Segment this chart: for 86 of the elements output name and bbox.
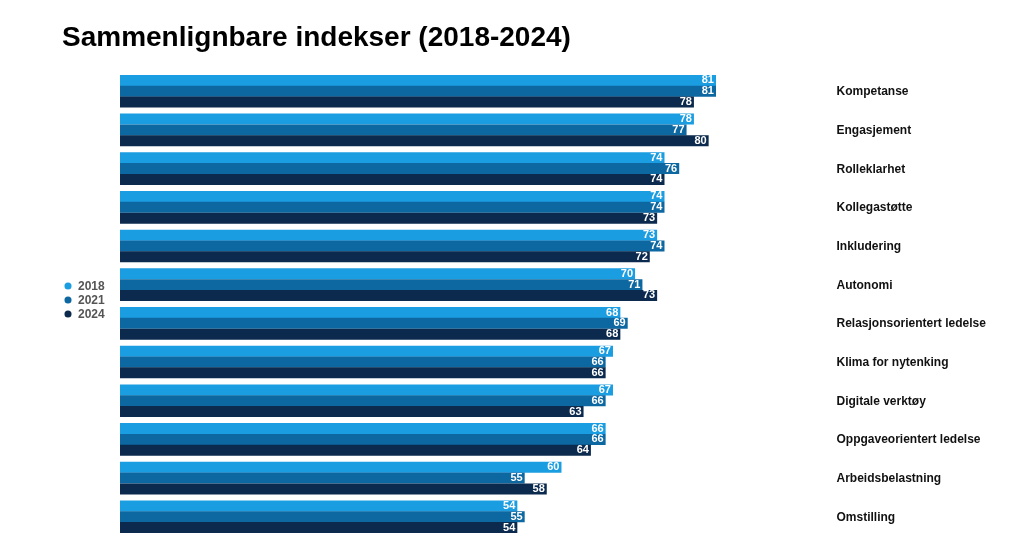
bar [120,423,606,435]
bar [120,74,716,86]
data-label: 72 [635,249,648,262]
y-tick-label: Kompetanse [836,84,909,99]
bar [120,152,665,164]
bar [120,511,525,523]
bar [120,240,665,252]
y-tick-label: Autonomi [836,277,893,292]
y-tick-label: Engasjement [836,122,912,137]
data-label: 54 [503,498,517,511]
y-tick-label: Rolleklarhet [836,161,906,176]
bar [120,173,665,185]
bar [120,483,547,495]
bar [120,500,518,512]
data-label: 73 [642,228,656,241]
bar [120,461,562,473]
data-label: 70 [620,266,634,279]
data-label: 68 [606,305,619,318]
bar [120,113,694,125]
bar [120,190,665,202]
data-label: 73 [642,211,656,224]
data-label: 78 [679,112,692,125]
bar [120,367,606,379]
data-label: 81 [701,84,714,97]
y-tick-label: Inkludering [836,238,902,253]
y-tick-label: Digitale verktøy [836,393,927,408]
data-label: 66 [591,432,604,445]
legend-label: 2024 [78,307,106,321]
bar [120,433,606,445]
bar [120,279,643,291]
data-label: 73 [642,288,656,301]
legend-label: 2018 [78,279,106,293]
data-label: 74 [650,238,664,251]
data-label: 68 [606,327,619,340]
data-label: 64 [576,443,590,456]
y-tick-label: Omstilling [836,509,896,524]
data-label: 63 [569,404,582,417]
data-label: 74 [650,172,664,185]
data-label: 67 [598,382,611,395]
bar [120,384,613,396]
data-label: 81 [701,73,714,86]
bar [120,317,628,329]
y-tick-label: Arbeidsbelastning [836,471,942,486]
legend-label: 2021 [78,293,106,307]
bar [120,251,650,263]
chart-title: Sammenlignbare indekser (2018-2024) [62,21,571,53]
data-label: 71 [628,277,641,290]
bar [120,96,694,108]
bar [120,307,621,319]
data-label: 66 [591,355,604,368]
data-label: 54 [503,520,517,533]
bar [120,444,591,456]
data-label: 66 [591,421,604,434]
y-tick-label: Oppgaveorientert ledelse [836,432,981,447]
data-label: 80 [694,133,707,146]
bar [120,289,658,301]
bar [120,406,584,418]
data-label: 78 [679,95,692,108]
data-label: 74 [650,150,664,163]
data-label: 66 [591,393,604,406]
bar [120,395,606,407]
data-label: 55 [510,471,523,484]
bar [120,212,658,224]
data-label: 77 [672,122,685,135]
bar [120,135,709,147]
data-label: 55 [510,509,523,522]
bar [120,201,665,213]
y-tick-label: Kollegastøtte [836,200,913,215]
data-label: 58 [532,481,545,494]
data-label: 69 [613,316,626,329]
bar [120,229,658,241]
data-label: 74 [650,200,664,213]
bar [120,345,613,357]
bar [120,85,716,97]
bar [120,124,687,136]
y-tick-label: Relasjonsorientert ledelse [836,316,987,331]
y-tick-label: Klima for nytenking [836,355,949,370]
bar [120,328,621,340]
data-label: 76 [664,161,678,174]
bar [120,522,518,534]
bar [120,163,680,175]
data-label: 60 [547,460,560,473]
data-label: 67 [598,344,611,357]
data-label: 74 [650,189,664,202]
data-label: 66 [591,365,604,378]
bar [120,268,636,280]
